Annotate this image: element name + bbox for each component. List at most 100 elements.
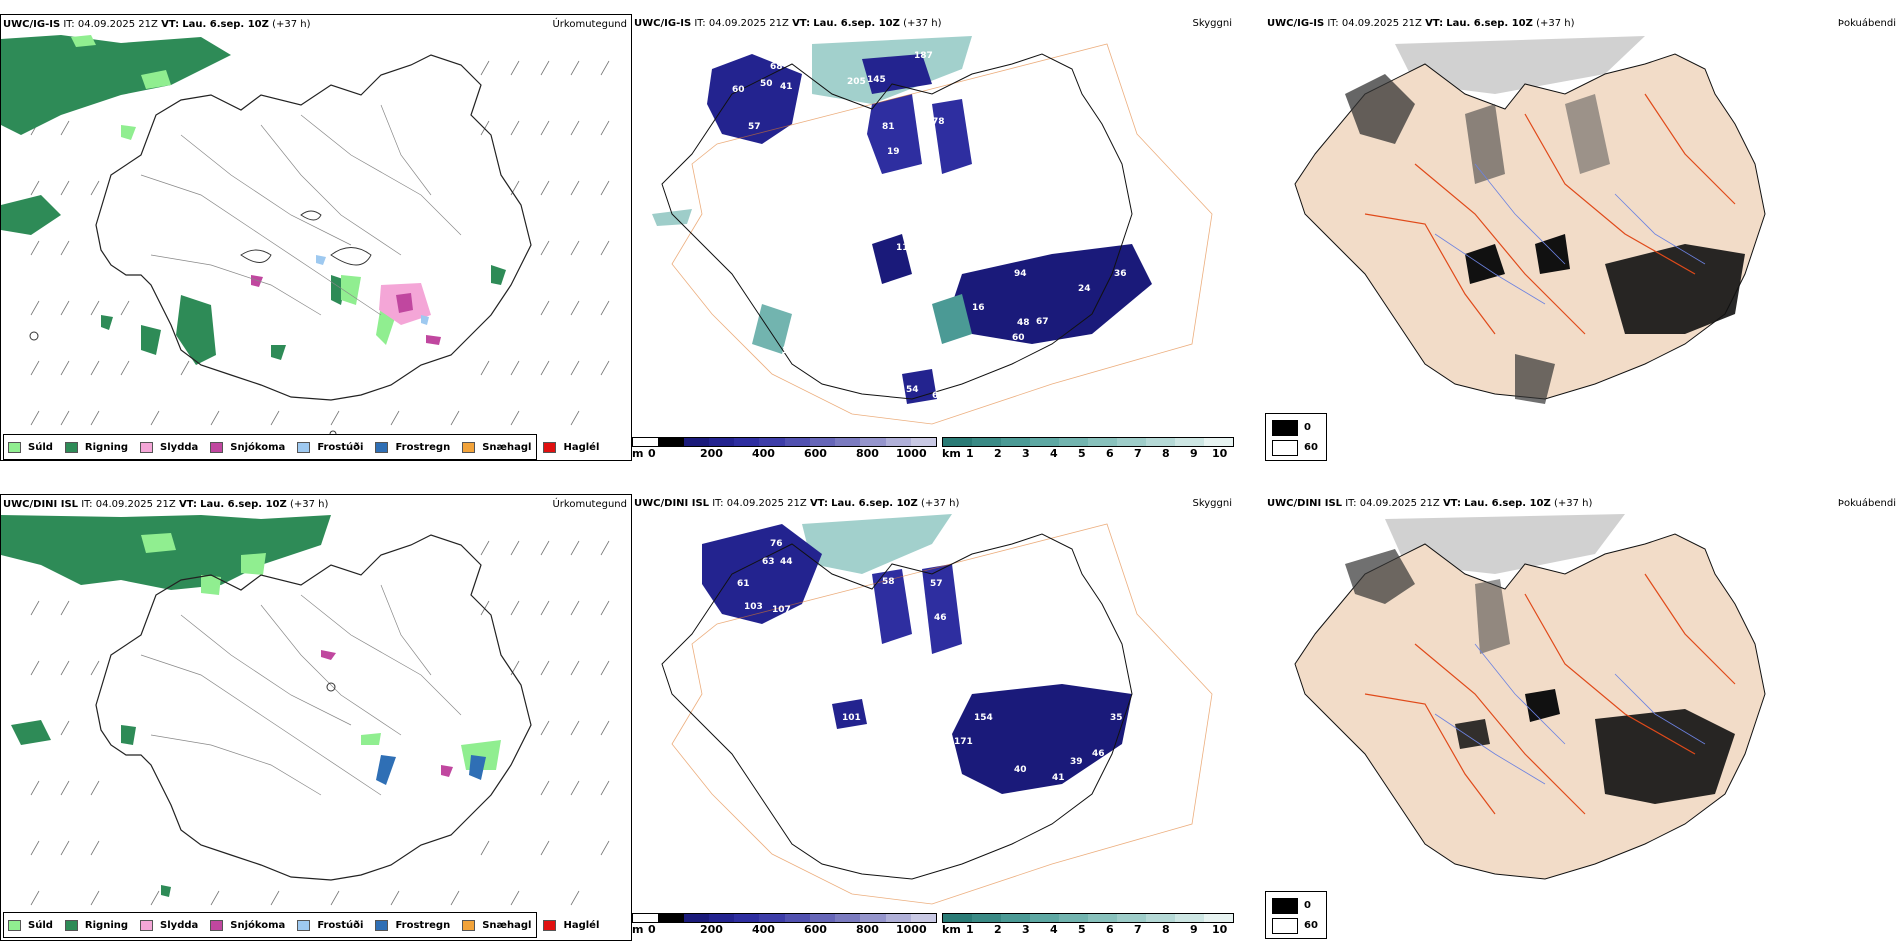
- tick-label: 5: [1078, 447, 1086, 460]
- snow-panel-top: 187 205 145 68 50 41 64 60 70 57 81 78 1…: [632, 14, 1234, 461]
- legend-item-snaehagl: Snæhagl: [462, 441, 531, 453]
- tick-label: 2: [994, 447, 1002, 460]
- tick-label: 9: [1190, 447, 1198, 460]
- snow-label: 76: [770, 539, 783, 549]
- tick-label: 600: [804, 447, 827, 460]
- snow-label: 57: [930, 579, 943, 589]
- snow-label: 70: [804, 111, 817, 121]
- tick-label: 10: [1212, 447, 1228, 460]
- snow-label: 171: [954, 737, 973, 747]
- field-label: Þokuábendi: [1837, 498, 1896, 509]
- snow-depth-bar: [632, 437, 937, 447]
- snow-label: 205: [847, 77, 866, 87]
- snow-label: 63: [762, 557, 775, 567]
- snow-label: 46: [934, 613, 947, 623]
- precip-map-bottom: [1, 515, 610, 906]
- snow-label: 08: [944, 359, 957, 369]
- panel-title: UWC/IG-IS IT: 04.09.2025 21Z VT: Lau. 6.…: [1267, 18, 1575, 29]
- precip-map-top: [1, 35, 610, 438]
- snow-depth-colorbar: m 0 200 400 600 800 1000: [632, 437, 937, 461]
- field-label: Skyggni: [1192, 18, 1232, 29]
- snow-depth-labels-top: 187 205 145 68 50 41 64 60 70 57 81 78 1…: [664, 51, 1127, 401]
- precip-type-legend: Súld Rigning Slydda Snjókoma Frostúði Fr…: [3, 912, 599, 938]
- tick-label: 0: [648, 447, 656, 460]
- snow-label: 67: [1036, 317, 1049, 327]
- fog-panel-top: UWC/IG-IS IT: 04.09.2025 21Z VT: Lau. 6.…: [1265, 14, 1900, 461]
- visibility-colorbar: km 1 2 3 4 5 6 7 8 9 10: [942, 437, 1234, 461]
- snow-label: 19: [887, 147, 900, 157]
- tick-label: 1000: [896, 923, 927, 936]
- snow-label: 42: [920, 693, 933, 703]
- snow-label: 105: [782, 346, 801, 356]
- tick-label: 7: [1134, 923, 1142, 936]
- legend-item-snjokoma: Snjókoma: [210, 441, 285, 453]
- snow-label: 16: [972, 303, 985, 313]
- snow-label: 36: [1114, 269, 1127, 279]
- snow-label: 808: [788, 331, 807, 341]
- legend-item-rigning: Rigning: [64, 441, 128, 453]
- tick-label: 200: [700, 447, 723, 460]
- tick-label: 7: [1134, 447, 1142, 460]
- tick-label: 5: [1078, 923, 1086, 936]
- snow-label: 40: [1014, 765, 1027, 775]
- snow-label: 94: [1014, 269, 1027, 279]
- snow-depth-colorbar: m 0 200 400 600 800 1000: [632, 913, 937, 937]
- tick-label: 1: [966, 447, 974, 460]
- fog-legend-min: 0: [1304, 422, 1311, 433]
- snow-label: 80: [856, 277, 869, 287]
- tick-label: 400: [752, 447, 775, 460]
- fog-panel-bottom: UWC/DINI ISL IT: 04.09.2025 21Z VT: Lau.…: [1265, 494, 1900, 941]
- legend-item-rigning: Rigning: [64, 919, 128, 931]
- snow-label: 81: [882, 122, 895, 132]
- legend-item-hagl: Haglél: [543, 919, 599, 931]
- tick-label: 2: [994, 923, 1002, 936]
- snow-label: 18: [952, 182, 965, 192]
- snow-label: 54: [906, 385, 919, 395]
- snow-label: 64: [800, 89, 813, 99]
- panel-title: UWC/IG-IS IT: 04.09.2025 21Z VT: Lau. 6.…: [634, 18, 942, 29]
- panel-title: UWC/DINI ISL IT: 04.09.2025 21Z VT: Lau.…: [3, 499, 329, 510]
- field-label: Skyggni: [1192, 498, 1232, 509]
- legend-item-snaehagl: Snæhagl: [462, 919, 531, 931]
- fog-legend-max: 60: [1304, 920, 1318, 931]
- snow-label: 114: [896, 243, 915, 253]
- tick-label: 400: [752, 923, 775, 936]
- snow-label: 107: [772, 605, 791, 615]
- snow-label: 145: [867, 75, 886, 85]
- snow-label: 58: [882, 577, 895, 587]
- fog-legend-max: 60: [1304, 442, 1318, 453]
- visibility-bar: [942, 437, 1234, 447]
- legend-item-hagl: Haglél: [543, 441, 599, 453]
- snow-label: 68: [770, 62, 783, 72]
- snow-depth-bar: [632, 913, 937, 923]
- snow-label: 43: [984, 353, 997, 363]
- tick-label: 6: [1106, 447, 1114, 460]
- snow-label: 60: [732, 85, 745, 95]
- snow-label: 60: [1012, 333, 1025, 343]
- precip-panel-top: UWC/IG-IS IT: 04.09.2025 21Z VT: Lau. 6.…: [0, 14, 632, 461]
- snow-label: 44: [780, 557, 793, 567]
- field-label: Þokuábendi: [1837, 18, 1896, 29]
- tick-label: 8: [1162, 923, 1170, 936]
- tick-label: 200: [700, 923, 723, 936]
- legend-item-sudd: Súld: [8, 919, 53, 931]
- tick-label: 8: [1162, 447, 1170, 460]
- tick-label: 1: [966, 923, 974, 936]
- legend-item-sudd: Súld: [8, 441, 53, 453]
- tick-label: 1000: [896, 447, 927, 460]
- snow-label: 60: [810, 316, 823, 326]
- fog-legend: 0 60: [1265, 891, 1327, 939]
- field-label: Úrkomutegund: [552, 499, 627, 510]
- tick-label: 0: [648, 923, 656, 936]
- panel-title: UWC/IG-IS IT: 04.09.2025 21Z VT: Lau. 6.…: [3, 19, 311, 30]
- legend-item-slydda: Slydda: [140, 919, 198, 931]
- snow-label: 101: [842, 713, 861, 723]
- panel-title: UWC/DINI ISL IT: 04.09.2025 21Z VT: Lau.…: [1267, 498, 1593, 509]
- snow-panel-bottom: 76 63 44 51 61 103 107 57 58 46 101 42 1…: [632, 494, 1234, 941]
- snow-label: 123: [802, 719, 821, 729]
- snow-label: 41: [780, 82, 793, 92]
- snow-label: 154: [974, 713, 993, 723]
- visibility-bar: [942, 913, 1234, 923]
- snow-label: 37: [664, 247, 677, 257]
- snow-label: 78: [744, 232, 757, 242]
